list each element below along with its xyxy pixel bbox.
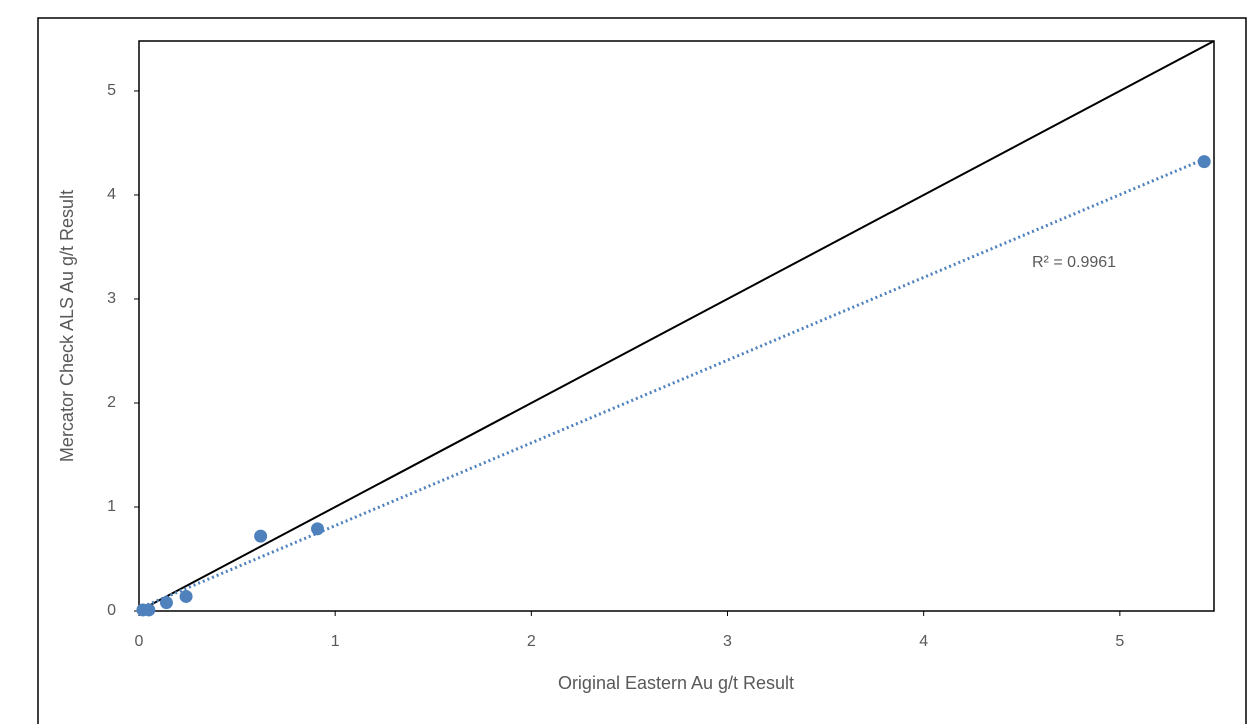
x-tick-label: 5 <box>1115 633 1124 650</box>
annotation: R² = 0.9961 <box>1032 254 1116 271</box>
y-tick-label: 2 <box>107 394 116 411</box>
x-tick-label: 2 <box>527 633 536 650</box>
trendline <box>142 157 1205 609</box>
point <box>311 522 325 536</box>
x-axis-title: Original Eastern Au g/t Result <box>558 673 794 693</box>
point <box>179 589 193 603</box>
y-tick-label: 4 <box>107 186 116 203</box>
point <box>159 596 173 610</box>
y-tick-label: 0 <box>107 602 116 619</box>
point <box>254 529 268 543</box>
x-tick-label: 0 <box>135 633 144 650</box>
x-tick-label: 3 <box>723 633 732 650</box>
point <box>142 603 156 617</box>
y-axis-title: Mercator Check ALS Au g/t Result <box>57 190 77 462</box>
y-tick-label: 3 <box>107 290 116 307</box>
plot-area <box>138 40 1215 612</box>
x-tick-label: 4 <box>919 633 928 650</box>
y-tick-label: 1 <box>107 498 116 515</box>
point <box>1197 155 1211 169</box>
x-tick-label: 1 <box>331 633 340 650</box>
chart-frame <box>37 17 1247 724</box>
identity-line <box>138 40 1215 612</box>
y-tick-label: 5 <box>107 82 116 99</box>
